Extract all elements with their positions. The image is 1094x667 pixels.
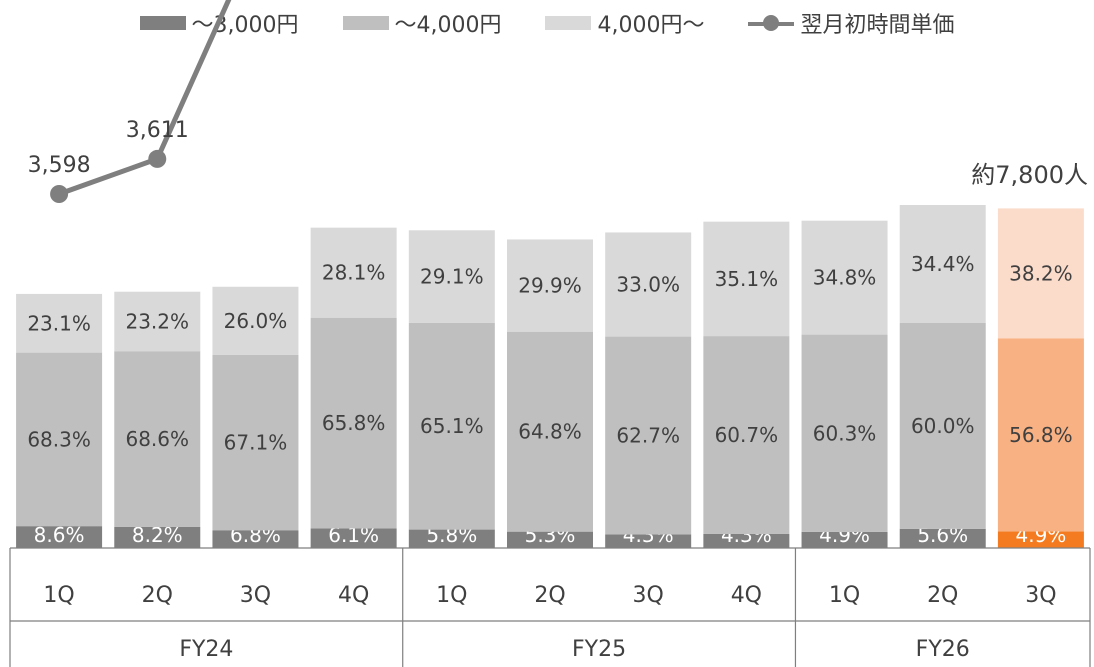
quarter-label-8: 1Q (829, 583, 860, 608)
quarter-label-0: 1Q (43, 583, 74, 608)
bar-label-2-3: 28.1% (322, 261, 386, 285)
line-label-0: 3,598 (28, 153, 91, 178)
quarter-label-10: 3Q (1025, 583, 1056, 608)
bar-label-1-10: 56.8% (1009, 423, 1073, 447)
line-point-0 (50, 185, 68, 203)
bar-label-2-2: 26.0% (224, 309, 288, 333)
bar-label-2-10: 38.2% (1009, 261, 1073, 285)
quarter-label-6: 3Q (633, 583, 664, 608)
bar-label-1-4: 65.1% (420, 414, 484, 438)
annotation-total: 約7,800人 (971, 161, 1088, 189)
bar-label-1-9: 60.0% (911, 414, 975, 438)
bar-label-2-1: 23.2% (125, 309, 189, 333)
bar-label-1-8: 60.3% (813, 421, 877, 445)
fiscal-year-label-1: FY25 (572, 637, 626, 662)
fiscal-year-label-2: FY26 (916, 637, 970, 662)
line-hourly-rate (59, 0, 1041, 194)
bar-label-1-7: 60.7% (715, 423, 779, 447)
quarter-label-2: 3Q (240, 583, 271, 608)
quarter-label-3: 4Q (338, 583, 369, 608)
bar-label-2-9: 34.4% (911, 252, 975, 276)
line-point-1 (148, 150, 166, 168)
bar-label-1-2: 67.1% (224, 430, 288, 454)
quarter-label-5: 2Q (534, 583, 565, 608)
bar-label-1-0: 68.3% (27, 427, 91, 451)
bar-label-2-0: 23.1% (27, 311, 91, 335)
bar-label-2-5: 29.9% (518, 274, 582, 298)
bar-label-2-7: 35.1% (715, 267, 779, 291)
bar-label-1-1: 68.6% (125, 427, 189, 451)
bar-label-0-0: 8.6% (34, 523, 85, 547)
line-label-1: 3,611 (126, 118, 189, 143)
bar-label-2-8: 34.8% (813, 266, 877, 290)
bar-label-1-5: 64.8% (518, 420, 582, 444)
bar-label-1-6: 62.7% (616, 424, 680, 448)
bar-label-2-4: 29.1% (420, 265, 484, 289)
bar-label-2-6: 33.0% (616, 273, 680, 297)
quarter-label-4: 1Q (436, 583, 467, 608)
quarter-label-1: 2Q (142, 583, 173, 608)
fiscal-year-label-0: FY24 (179, 637, 233, 662)
quarter-label-7: 4Q (731, 583, 762, 608)
quarter-label-9: 2Q (927, 583, 958, 608)
bar-label-1-3: 65.8% (322, 411, 386, 435)
